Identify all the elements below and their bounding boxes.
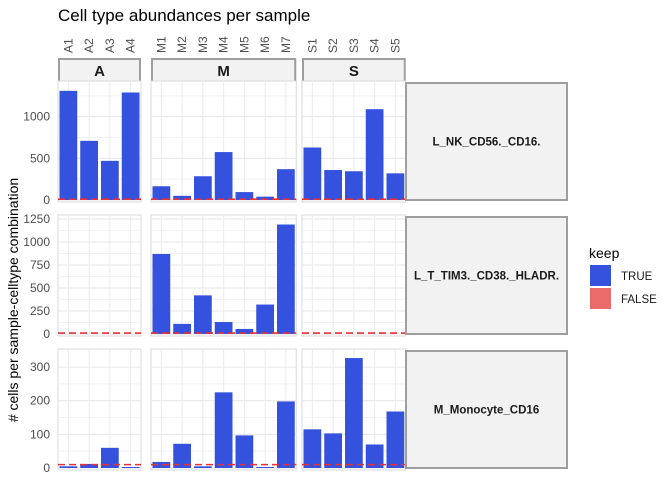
x-tick-label: A2 [82, 38, 96, 53]
x-tick-label: M4 [217, 36, 231, 53]
bar-M7 [277, 224, 295, 334]
legend-swatch-false [590, 288, 611, 309]
row-strip [405, 82, 568, 201]
y-tick-label: 0 [43, 461, 50, 475]
bar-S3 [345, 358, 363, 468]
row-strip-label: M_Monocyte_CD16 [434, 405, 539, 417]
bar-S3 [345, 171, 363, 200]
bar-S5 [386, 411, 405, 468]
y-tick-label: 250 [30, 304, 50, 318]
bar-A4 [121, 466, 140, 468]
x-tick-label: S3 [347, 38, 361, 53]
bar-A1 [59, 90, 78, 200]
x-tick-label: A3 [103, 38, 117, 53]
y-tick-label: 1250 [23, 212, 50, 226]
bar-S4 [365, 444, 384, 468]
y-tick-label: 0 [43, 193, 50, 207]
y-tick-label: 100 [30, 427, 50, 441]
x-tick-label: A1 [61, 38, 75, 53]
bar-M5 [235, 435, 254, 468]
bar-M2 [173, 323, 191, 334]
legend: keep TRUE FALSE [589, 245, 657, 309]
row-strip [405, 216, 568, 335]
row-strip-label: L_T_TIM3._CD38._HLADR. [414, 271, 559, 283]
bar-M3 [194, 466, 212, 468]
bar-M6 [256, 304, 274, 334]
x-tick-label: M3 [196, 36, 210, 53]
bar-S1 [303, 147, 322, 200]
x-tick-label: A4 [124, 38, 138, 53]
bar-A2 [80, 140, 98, 200]
y-axis-title: # cells per sample-celltype combination [5, 178, 21, 422]
bar-M5 [235, 328, 254, 334]
x-tick-label: M2 [175, 36, 189, 53]
plot-area: A A1 A2 A3 A4 M M1 M2 M3 M4 M5 M6 M7 S S1 S2 S3 S4 S5 0 500 1… [23, 36, 568, 475]
bar-M3 [194, 176, 212, 200]
bar-A2 [80, 463, 98, 468]
x-tick-label: M6 [258, 36, 272, 53]
bar-S2 [324, 170, 342, 200]
y-tick-label: 500 [30, 281, 50, 295]
row-strip [405, 350, 568, 469]
bar-M7 [277, 401, 295, 468]
bar-S4 [365, 109, 384, 200]
bar-M4 [214, 322, 233, 334]
chart-title: Cell type abundances per sample [58, 6, 310, 25]
bar-M7 [277, 169, 295, 200]
x-tick-label: S2 [326, 38, 340, 53]
strip-label-M: M [217, 63, 230, 80]
bar-A3 [101, 160, 119, 200]
bar-S1 [303, 429, 322, 468]
bar-M2 [173, 443, 191, 468]
bar-M1 [152, 186, 171, 200]
bar-A3 [101, 447, 119, 468]
bar-M4 [214, 152, 233, 200]
bar-M6 [256, 466, 274, 468]
bar-M1 [152, 461, 171, 468]
y-tick-label: 300 [30, 360, 50, 374]
y-tick-label: 750 [30, 258, 50, 272]
bar-M5 [235, 192, 254, 200]
x-tick-label: M7 [279, 36, 293, 53]
bar-A4 [121, 92, 140, 200]
y-tick-label: 1000 [23, 110, 50, 124]
bar-M1 [152, 253, 171, 334]
legend-label-false: FALSE [621, 294, 657, 306]
bar-M6 [256, 196, 274, 200]
panel-background [57, 214, 142, 337]
bar-S5 [386, 173, 405, 200]
bar-A1 [59, 466, 78, 468]
y-tick-label: 0 [43, 327, 50, 341]
y-tick-label: 500 [30, 151, 50, 165]
panel-background [57, 348, 142, 471]
bar-S2 [324, 433, 342, 468]
x-tick-label: S1 [305, 38, 319, 53]
bar-M2 [173, 195, 191, 200]
y-tick-label: 1000 [23, 235, 50, 249]
x-tick-label: S5 [388, 38, 402, 53]
x-tick-label: S4 [368, 38, 382, 53]
bar-M3 [194, 295, 212, 334]
legend-label-true: TRUE [621, 271, 653, 283]
bar-M4 [214, 392, 233, 468]
x-tick-label: M5 [237, 36, 251, 53]
legend-swatch-true [590, 265, 611, 286]
legend-title: keep [589, 245, 620, 261]
row-strip-label: L_NK_CD56._CD16. [432, 137, 540, 149]
x-tick-label: M1 [154, 36, 168, 53]
y-tick-label: 200 [30, 394, 50, 408]
strip-label-S: S [349, 63, 359, 80]
strip-label-A: A [94, 63, 105, 80]
